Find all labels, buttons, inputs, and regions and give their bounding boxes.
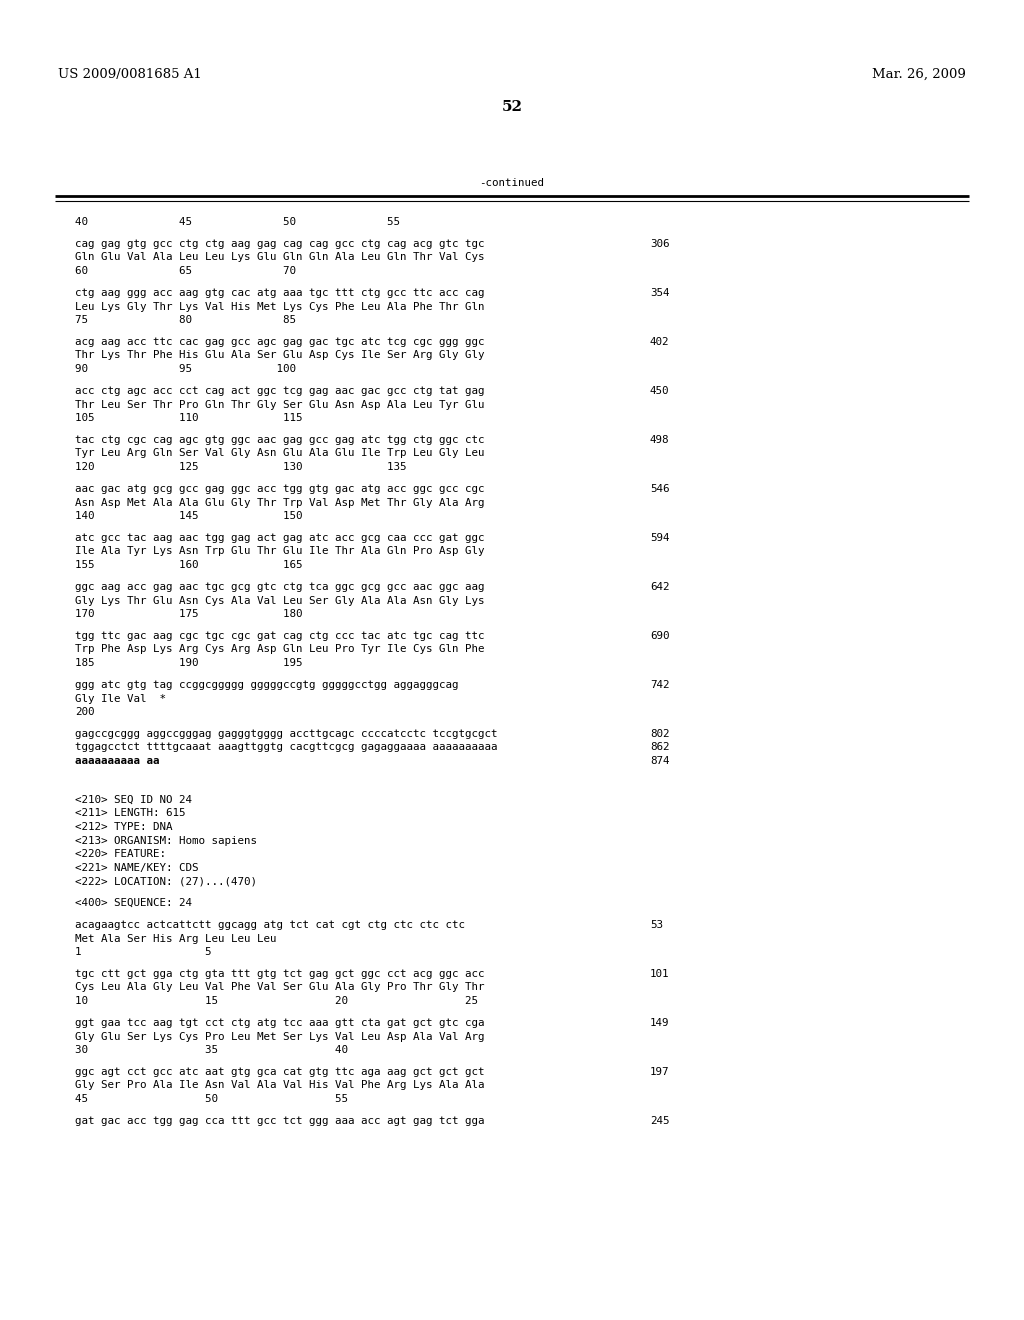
Text: 197: 197 [650, 1067, 670, 1077]
Text: <220> FEATURE:: <220> FEATURE: [75, 849, 166, 859]
Text: Ile Ala Tyr Lys Asn Trp Glu Thr Glu Ile Thr Ala Gln Pro Asp Gly: Ile Ala Tyr Lys Asn Trp Glu Thr Glu Ile … [75, 546, 484, 557]
Text: 170             175             180: 170 175 180 [75, 609, 302, 619]
Text: 245: 245 [650, 1115, 670, 1126]
Text: tgc ctt gct gga ctg gta ttt gtg tct gag gct ggc cct acg ggc acc: tgc ctt gct gga ctg gta ttt gtg tct gag … [75, 969, 484, 979]
Text: Thr Lys Thr Phe His Glu Ala Ser Glu Asp Cys Ile Ser Arg Gly Gly: Thr Lys Thr Phe His Glu Ala Ser Glu Asp … [75, 351, 484, 360]
Text: Asn Asp Met Ala Ala Glu Gly Thr Trp Val Asp Met Thr Gly Ala Arg: Asn Asp Met Ala Ala Glu Gly Thr Trp Val … [75, 498, 484, 507]
Text: 1                   5: 1 5 [75, 946, 212, 957]
Text: Trp Phe Asp Lys Arg Cys Arg Asp Gln Leu Pro Tyr Ile Cys Gln Phe: Trp Phe Asp Lys Arg Cys Arg Asp Gln Leu … [75, 644, 484, 655]
Text: 60              65              70: 60 65 70 [75, 267, 296, 276]
Text: 690: 690 [650, 631, 670, 642]
Text: 30                  35                  40: 30 35 40 [75, 1045, 348, 1055]
Text: 105             110             115: 105 110 115 [75, 413, 302, 422]
Text: 450: 450 [650, 385, 670, 396]
Text: Thr Leu Ser Thr Pro Gln Thr Gly Ser Glu Asn Asp Ala Leu Tyr Glu: Thr Leu Ser Thr Pro Gln Thr Gly Ser Glu … [75, 400, 484, 409]
Text: tgg ttc gac aag cgc tgc cgc gat cag ctg ccc tac atc tgc cag ttc: tgg ttc gac aag cgc tgc cgc gat cag ctg … [75, 631, 484, 642]
Text: 200: 200 [75, 708, 94, 717]
Text: <210> SEQ ID NO 24: <210> SEQ ID NO 24 [75, 795, 193, 805]
Text: <222> LOCATION: (27)...(470): <222> LOCATION: (27)...(470) [75, 876, 257, 886]
Text: <211> LENGTH: 615: <211> LENGTH: 615 [75, 808, 185, 818]
Text: 498: 498 [650, 436, 670, 445]
Text: 120             125             130             135: 120 125 130 135 [75, 462, 407, 473]
Text: 140             145             150: 140 145 150 [75, 511, 302, 521]
Text: tggagcctct ttttgcaaat aaagttggtg cacgttcgcg gagaggaaaa aaaaaaaaaa: tggagcctct ttttgcaaat aaagttggtg cacgttc… [75, 742, 498, 752]
Text: Tyr Leu Arg Gln Ser Val Gly Asn Glu Ala Glu Ile Trp Leu Gly Leu: Tyr Leu Arg Gln Ser Val Gly Asn Glu Ala … [75, 449, 484, 458]
Text: 52: 52 [502, 100, 522, 114]
Text: cag gag gtg gcc ctg ctg aag gag cag cag gcc ctg cag acg gtc tgc: cag gag gtg gcc ctg ctg aag gag cag cag … [75, 239, 484, 249]
Text: 306: 306 [650, 239, 670, 249]
Text: 862: 862 [650, 742, 670, 752]
Text: aac gac atg gcg gcc gag ggc acc tgg gtg gac atg acc ggc gcc cgc: aac gac atg gcg gcc gag ggc acc tgg gtg … [75, 484, 484, 494]
Text: 10                  15                  20                  25: 10 15 20 25 [75, 997, 478, 1006]
Text: Mar. 26, 2009: Mar. 26, 2009 [872, 69, 966, 81]
Text: Gly Ser Pro Ala Ile Asn Val Ala Val His Val Phe Arg Lys Ala Ala: Gly Ser Pro Ala Ile Asn Val Ala Val His … [75, 1081, 484, 1090]
Text: Gln Glu Val Ala Leu Leu Lys Glu Gln Gln Ala Leu Gln Thr Val Cys: Gln Glu Val Ala Leu Leu Lys Glu Gln Gln … [75, 252, 484, 263]
Text: acg aag acc ttc cac gag gcc agc gag gac tgc atc tcg cgc ggg ggc: acg aag acc ttc cac gag gcc agc gag gac … [75, 337, 484, 347]
Text: <213> ORGANISM: Homo sapiens: <213> ORGANISM: Homo sapiens [75, 836, 257, 846]
Text: Met Ala Ser His Arg Leu Leu Leu: Met Ala Ser His Arg Leu Leu Leu [75, 933, 276, 944]
Text: atc gcc tac aag aac tgg gag act gag atc acc gcg caa ccc gat ggc: atc gcc tac aag aac tgg gag act gag atc … [75, 533, 484, 543]
Text: ggc agt cct gcc atc aat gtg gca cat gtg ttc aga aag gct gct gct: ggc agt cct gcc atc aat gtg gca cat gtg … [75, 1067, 484, 1077]
Text: 101: 101 [650, 969, 670, 979]
Text: 90              95             100: 90 95 100 [75, 364, 296, 374]
Text: -continued: -continued [479, 178, 545, 187]
Text: ggt gaa tcc aag tgt cct ctg atg tcc aaa gtt cta gat gct gtc cga: ggt gaa tcc aag tgt cct ctg atg tcc aaa … [75, 1018, 484, 1028]
Text: <400> SEQUENCE: 24: <400> SEQUENCE: 24 [75, 898, 193, 908]
Text: 594: 594 [650, 533, 670, 543]
Text: Gly Glu Ser Lys Cys Pro Leu Met Ser Lys Val Leu Asp Ala Val Arg: Gly Glu Ser Lys Cys Pro Leu Met Ser Lys … [75, 1031, 484, 1041]
Text: gat gac acc tgg gag cca ttt gcc tct ggg aaa acc agt gag tct gga: gat gac acc tgg gag cca ttt gcc tct ggg … [75, 1115, 484, 1126]
Text: 40              45              50              55: 40 45 50 55 [75, 216, 400, 227]
Text: US 2009/0081685 A1: US 2009/0081685 A1 [58, 69, 202, 81]
Text: ggg atc gtg tag ccggcggggg gggggccgtg gggggcctgg aggagggcag: ggg atc gtg tag ccggcggggg gggggccgtg gg… [75, 680, 459, 690]
Text: 642: 642 [650, 582, 670, 591]
Text: Gly Ile Val  *: Gly Ile Val * [75, 693, 166, 704]
Text: 75              80              85: 75 80 85 [75, 315, 296, 325]
Text: gagccgcggg aggccgggag gagggtgggg accttgcagc ccccatcctc tccgtgcgct: gagccgcggg aggccgggag gagggtgggg accttgc… [75, 729, 498, 739]
Text: 53: 53 [650, 920, 663, 931]
Text: Gly Lys Thr Glu Asn Cys Ala Val Leu Ser Gly Ala Ala Asn Gly Lys: Gly Lys Thr Glu Asn Cys Ala Val Leu Ser … [75, 595, 484, 606]
Text: acagaagtcc actcattctt ggcagg atg tct cat cgt ctg ctc ctc ctc: acagaagtcc actcattctt ggcagg atg tct cat… [75, 920, 465, 931]
Text: 185             190             195: 185 190 195 [75, 657, 302, 668]
Text: ctg aag ggg acc aag gtg cac atg aaa tgc ttt ctg gcc ttc acc cag: ctg aag ggg acc aag gtg cac atg aaa tgc … [75, 288, 484, 298]
Text: Cys Leu Ala Gly Leu Val Phe Val Ser Glu Ala Gly Pro Thr Gly Thr: Cys Leu Ala Gly Leu Val Phe Val Ser Glu … [75, 982, 484, 993]
Text: 155             160             165: 155 160 165 [75, 560, 302, 570]
Text: 354: 354 [650, 288, 670, 298]
Text: 402: 402 [650, 337, 670, 347]
Text: 45                  50                  55: 45 50 55 [75, 1094, 348, 1104]
Text: acc ctg agc acc cct cag act ggc tcg gag aac gac gcc ctg tat gag: acc ctg agc acc cct cag act ggc tcg gag … [75, 385, 484, 396]
Text: Leu Lys Gly Thr Lys Val His Met Lys Cys Phe Leu Ala Phe Thr Gln: Leu Lys Gly Thr Lys Val His Met Lys Cys … [75, 301, 484, 312]
Text: 742: 742 [650, 680, 670, 690]
Text: tac ctg cgc cag agc gtg ggc aac gag gcc gag atc tgg ctg ggc ctc: tac ctg cgc cag agc gtg ggc aac gag gcc … [75, 436, 484, 445]
Text: 546: 546 [650, 484, 670, 494]
Text: 149: 149 [650, 1018, 670, 1028]
Text: 802: 802 [650, 729, 670, 739]
Text: ggc aag acc gag aac tgc gcg gtc ctg tca ggc gcg gcc aac ggc aag: ggc aag acc gag aac tgc gcg gtc ctg tca … [75, 582, 484, 591]
Text: <212> TYPE: DNA: <212> TYPE: DNA [75, 822, 172, 832]
Text: 874: 874 [650, 756, 670, 766]
Text: aaaaaaaaaa aa: aaaaaaaaaa aa [75, 756, 160, 766]
Text: <221> NAME/KEY: CDS: <221> NAME/KEY: CDS [75, 862, 199, 873]
